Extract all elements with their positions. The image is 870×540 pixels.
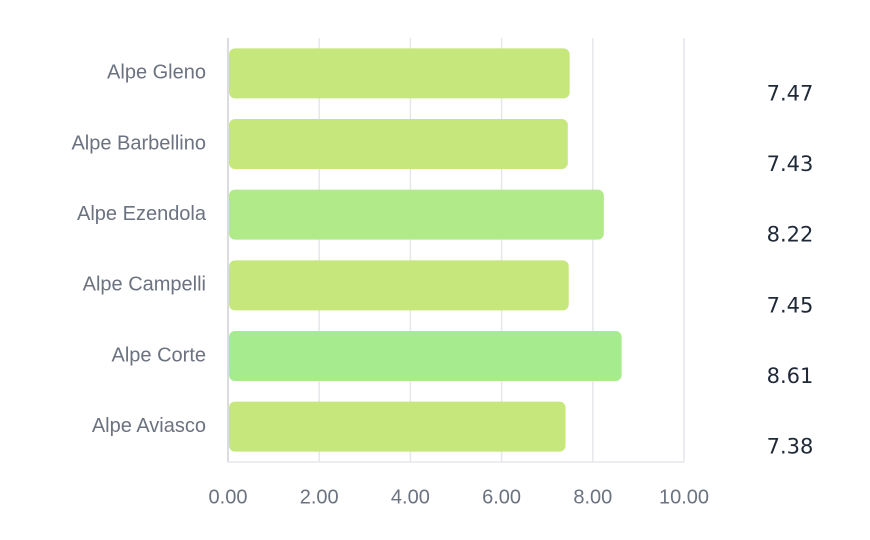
y-tick-label: Alpe Ezendola — [77, 203, 207, 225]
x-tick-label: 10.00 — [659, 486, 709, 508]
value-label: 7.45 — [767, 293, 814, 317]
y-tick-label: Alpe Corte — [112, 344, 207, 366]
y-tick-label: Alpe Barbellino — [71, 132, 206, 154]
bar — [229, 401, 566, 452]
value-label: 7.43 — [767, 152, 814, 176]
y-tick-label: Alpe Campelli — [83, 274, 206, 296]
bar — [229, 119, 568, 169]
x-tick-label: 6.00 — [482, 486, 521, 508]
value-label: 7.47 — [767, 81, 814, 105]
value-label: 7.38 — [767, 435, 814, 459]
value-label: 8.22 — [767, 223, 814, 247]
value-label: 8.61 — [767, 364, 814, 388]
bar — [229, 331, 622, 381]
bar — [229, 189, 604, 240]
y-tick-label: Alpe Aviasco — [92, 415, 206, 437]
x-tick-label: 8.00 — [573, 486, 612, 508]
bar — [229, 260, 569, 311]
x-tick-label: 0.00 — [209, 486, 248, 508]
bar — [229, 48, 570, 99]
x-tick-label: 4.00 — [391, 486, 430, 508]
x-tick-label: 2.00 — [300, 486, 339, 508]
y-tick-label: Alpe Gleno — [107, 62, 206, 84]
